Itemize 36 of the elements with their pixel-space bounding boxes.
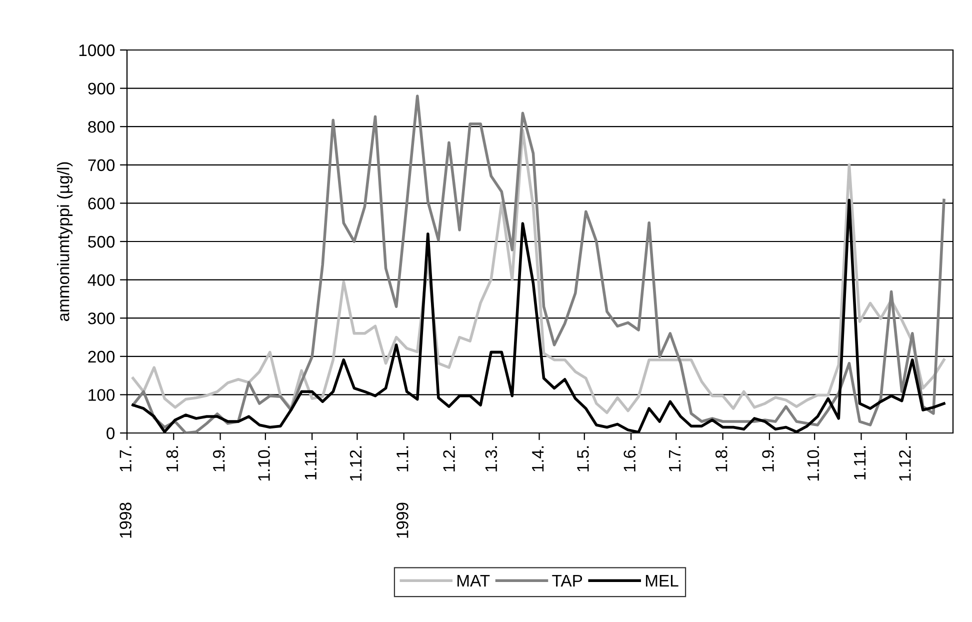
- x-tick-label: 1.1.: [396, 446, 408, 472]
- x-tick-label: 1.8.: [166, 446, 178, 472]
- x-tick-label: 1.10.: [258, 446, 270, 481]
- x-tick-label: 1.7.: [669, 446, 680, 472]
- x-tick-label: 1.10.: [807, 446, 820, 481]
- y-tick-label: 800: [88, 121, 115, 133]
- x-tick-label: 1.8.: [715, 446, 728, 472]
- y-tick-label: 1000: [79, 44, 115, 56]
- y-tick-label: 0: [106, 427, 115, 440]
- x-tick-label: 1.11.: [854, 446, 866, 480]
- legend-label: MAT: [458, 575, 490, 586]
- line-series: [132, 94, 946, 433]
- text: 1998: [120, 502, 132, 538]
- x-tick-label: 1.11.: [304, 446, 316, 480]
- x-tick-label: 1.7.: [120, 446, 132, 472]
- text: 1999: [396, 502, 408, 538]
- legend-label: MEL: [646, 575, 678, 586]
- x-tick-label: 1.9.: [762, 446, 774, 472]
- legend-label: TAP: [552, 575, 582, 586]
- y-tick-label: 200: [88, 350, 115, 363]
- y-tick-label: 100: [88, 389, 115, 401]
- y-axis-title: ammoniumtyppi (µg/l): [57, 162, 73, 322]
- x-tick-label: 1.4.: [532, 446, 544, 472]
- x-tick-label: 1.2.: [443, 446, 455, 472]
- x-tick-label: 1.12.: [350, 446, 362, 481]
- x-tick-label: 1.3.: [485, 446, 498, 472]
- y-tick-label: 400: [88, 274, 115, 286]
- x-tick-label: 1.5.: [577, 446, 589, 472]
- y-tick-label: 600: [88, 198, 115, 210]
- y-tick-label: 700: [88, 159, 115, 172]
- y-tick-label: 500: [88, 236, 115, 248]
- x-tick-label: 1.9.: [212, 446, 225, 472]
- y-tick-label: 300: [88, 312, 115, 324]
- x-tick-label: 1.6.: [624, 446, 636, 472]
- y-tick-label: 900: [88, 82, 115, 95]
- x-tick-label: 1.12.: [899, 446, 911, 481]
